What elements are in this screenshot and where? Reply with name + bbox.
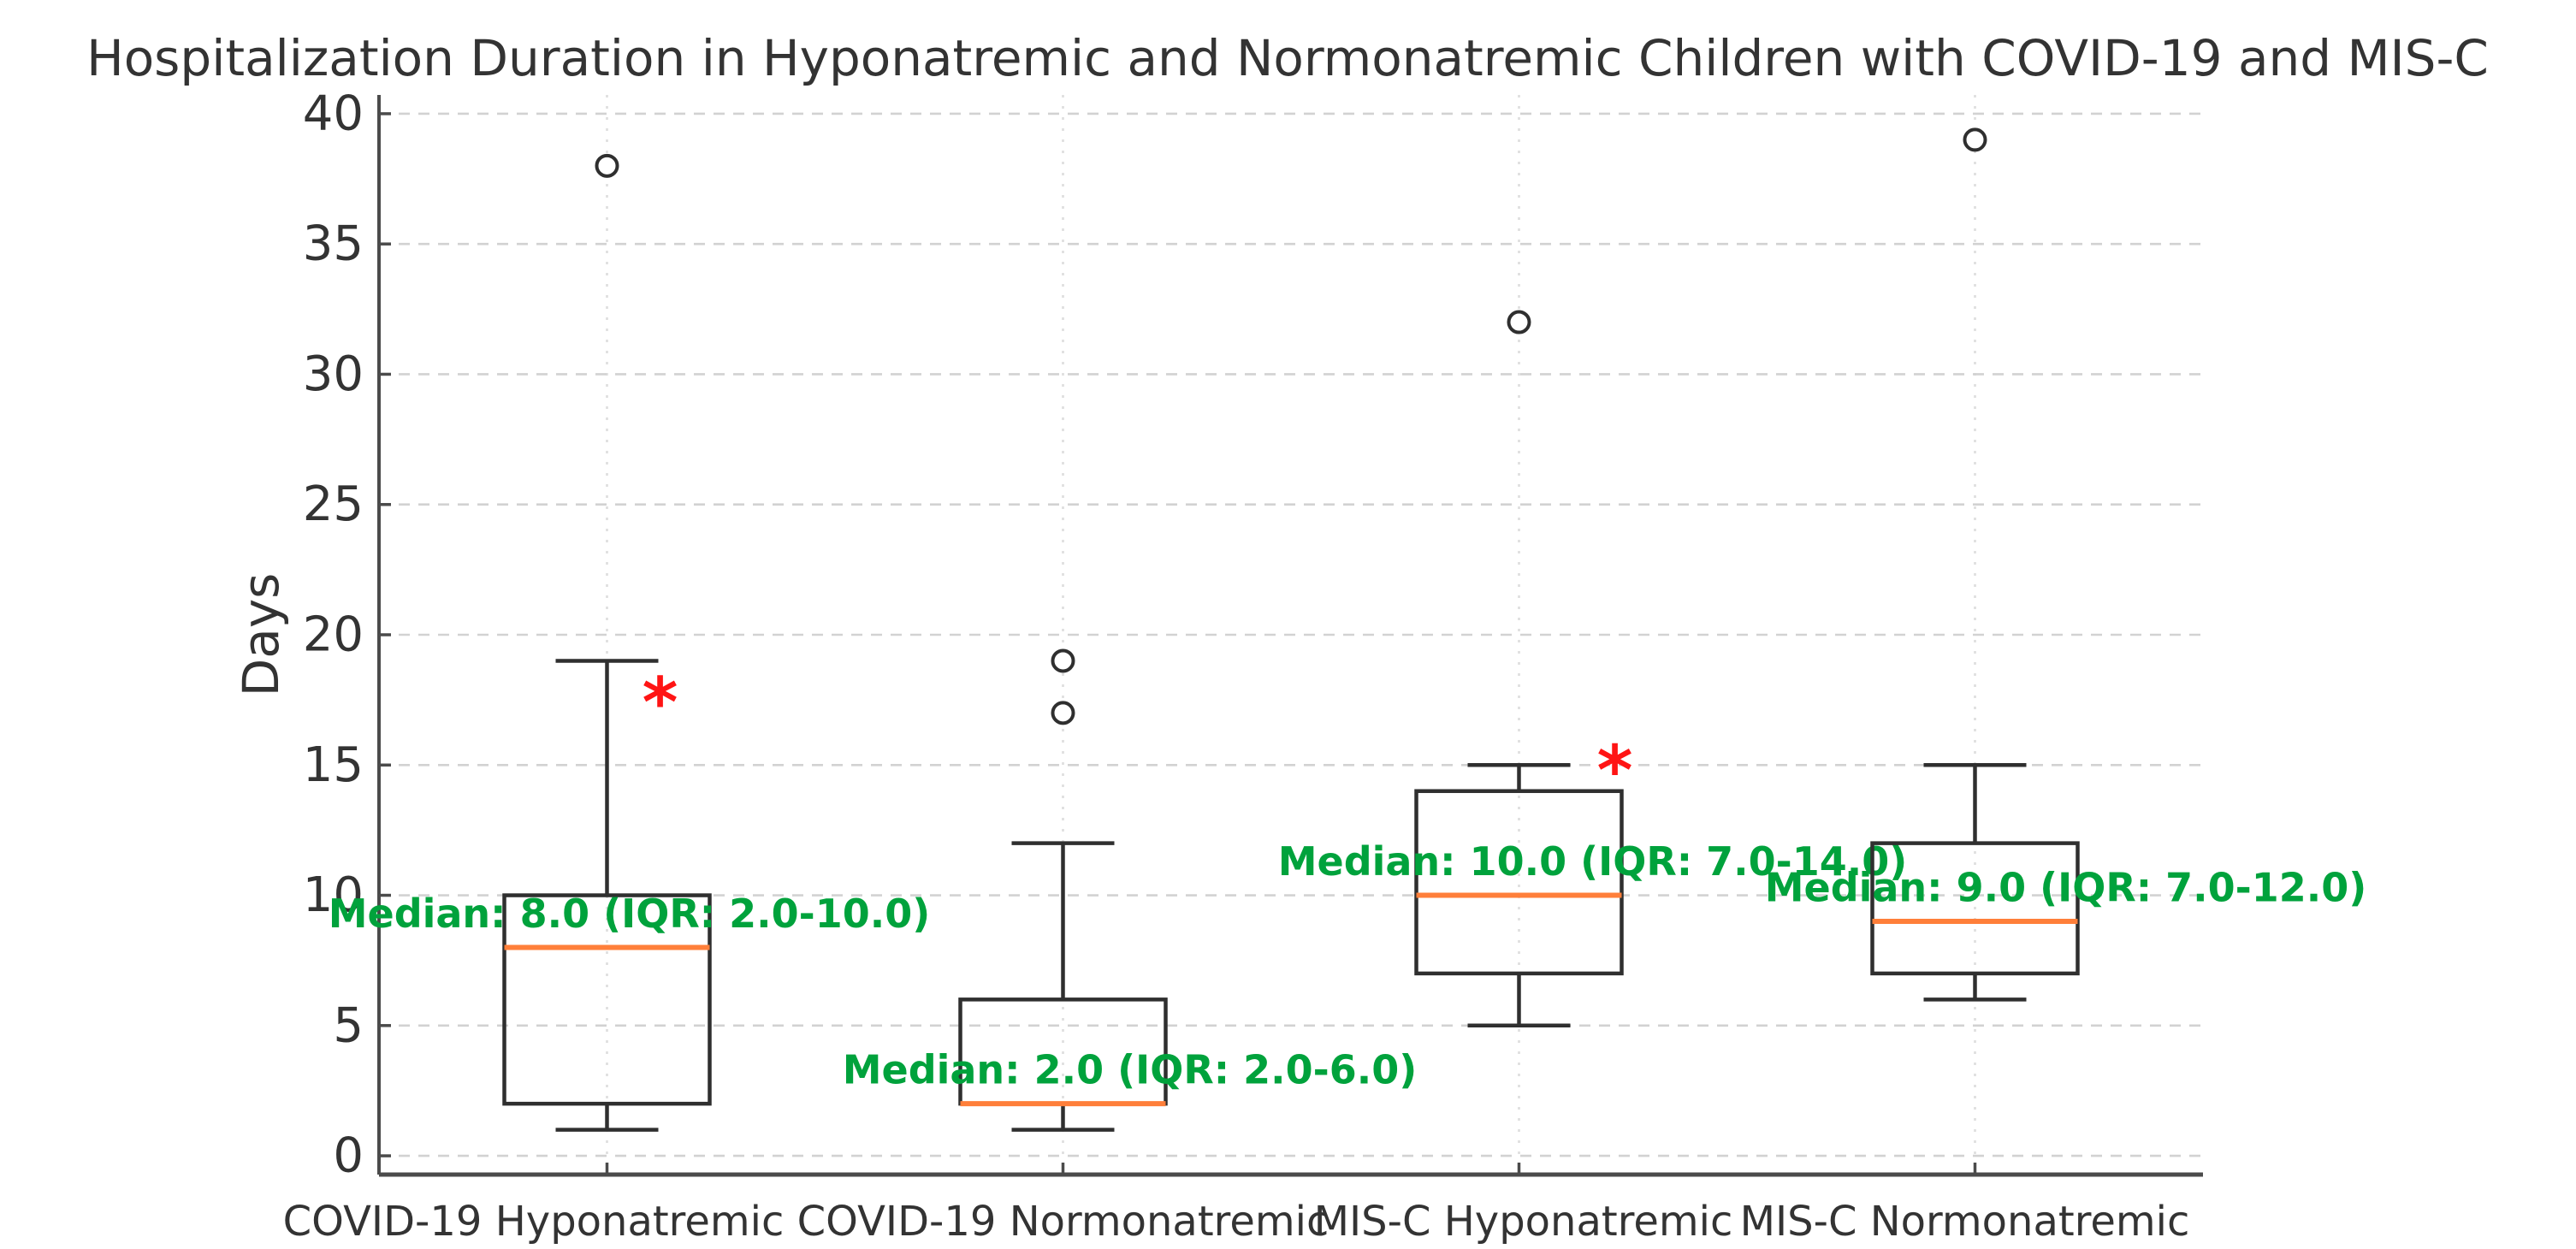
plot-area: 0 5 10 15 20 25 30 35 40 COVID-19 Hyponatremic COV… <box>283 86 2367 1246</box>
significance-asterisk-mis-c-hyponatremic: * <box>1597 731 1633 810</box>
median-annotation-mis-c-hyponatremic: Median: 10.0 (IQR: 7.0-14.0) <box>1278 838 1908 885</box>
x-tick-label-covid-19-hyponatremic: COVID-19 Hyponatremic <box>283 1198 785 1246</box>
outlier-point-mis-c-normonatremic-39 <box>1963 127 1987 152</box>
outlier-point-covid-19-hyponatremic-38 <box>595 153 619 178</box>
iqr-box-covid-19-hyponatremic <box>502 893 712 1106</box>
iqr-box-mis-c-normonatremic <box>1870 841 2080 976</box>
y-tick-label-35: 35 <box>303 216 364 272</box>
median-annotation-mis-c-normonatremic: Median: 9.0 (IQR: 7.0-12.0) <box>1765 864 2367 910</box>
outlier-point-mis-c-hyponatremic-32 <box>1507 310 1531 334</box>
median-annotation-covid-19-hyponatremic: Median: 8.0 (IQR: 2.0-10.0) <box>329 891 931 937</box>
y-axis-label: Days <box>232 573 290 697</box>
y-tick-label-15: 15 <box>303 737 364 793</box>
y-tick-label-0: 0 <box>333 1128 364 1184</box>
y-tick-label-5: 5 <box>333 997 364 1053</box>
y-tick-label-10: 10 <box>303 867 364 923</box>
x-tick-label-mis-c-normonatremic: MIS-C Normonatremic <box>1740 1198 2190 1246</box>
y-tick-label-30: 30 <box>303 346 364 402</box>
outlier-point-covid-19-normonatremic-19 <box>1051 648 1075 673</box>
x-tick-label-mis-c-hyponatremic: MIS-C Hyponatremic <box>1314 1198 1733 1246</box>
y-tick-label-40: 40 <box>303 86 364 141</box>
y-tick-label-20: 20 <box>303 607 364 663</box>
outlier-point-covid-19-normonatremic-17 <box>1051 701 1075 725</box>
iqr-box-mis-c-hyponatremic <box>1414 789 1624 976</box>
y-tick-label-25: 25 <box>303 477 364 532</box>
median-annotation-covid-19-normonatremic: Median: 2.0 (IQR: 2.0-6.0) <box>843 1047 1418 1093</box>
chart-title: Hospitalization Duration in Hyponatremic… <box>86 29 2489 87</box>
significance-asterisk-covid-19-hyponatremic: * <box>643 663 678 743</box>
x-tick-label-covid-19-normonatremic: COVID-19 Normonatremic <box>797 1198 1329 1246</box>
